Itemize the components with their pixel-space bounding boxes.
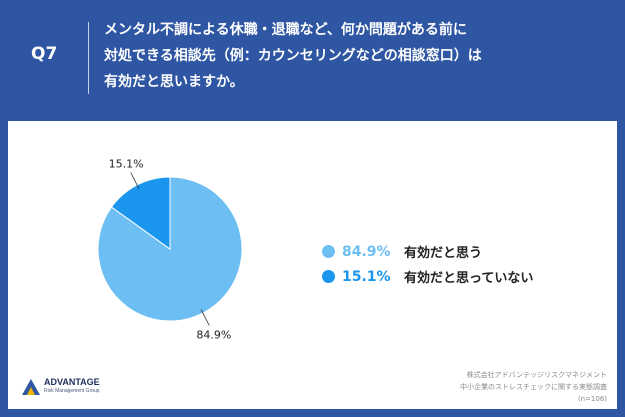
header: Q7 メンタル不調による休職・退職など、何か問題がある前に 対処できる相談先（例… xyxy=(0,0,625,112)
legend-item: 15.1% 有効だと思っていない xyxy=(322,264,533,289)
legend-label: 有効だと思っていない xyxy=(404,271,534,286)
source-line: 株式会社アドバンテッジリスクマネジメント xyxy=(466,371,607,379)
legend: 84.9% 有効だと思う 15.1% 有効だと思っていない xyxy=(322,239,533,289)
question-number: Q7 xyxy=(31,44,58,64)
source-note: 株式会社アドバンテッジリスクマネジメント 中小企業のストレスチェックに関する実態… xyxy=(460,369,607,405)
legend-swatch xyxy=(322,245,335,258)
logo-name: ADVANTAGE xyxy=(44,377,100,387)
legend-item: 84.9% 有効だと思う xyxy=(322,239,533,264)
pie-leader-line xyxy=(130,172,140,189)
question-text: メンタル不調による休職・退職など、何か問題がある前に 対処できる相談先（例：カウ… xyxy=(104,17,609,95)
source-line: (n=106) xyxy=(577,395,607,403)
pie-chart: 84.9% 15.1% xyxy=(97,158,243,341)
question-line: メンタル不調による休職・退職など、何か問題がある前に xyxy=(104,22,467,38)
pie-leader-line xyxy=(200,309,210,326)
pie-data-label: 15.1% xyxy=(109,158,144,171)
question-line: 対処できる相談先（例：カウンセリングなどの相談窓口）は xyxy=(104,48,482,64)
source-line: 中小企業のストレスチェックに関する実態調査 xyxy=(460,383,607,391)
legend-swatch xyxy=(322,270,335,283)
question-line: 有効だと思いますか。 xyxy=(104,74,244,90)
pie-data-label: 84.9% xyxy=(196,328,231,341)
legend-percent: 15.1% xyxy=(342,268,391,285)
header-divider xyxy=(88,22,89,94)
chart-panel: 84.9% 15.1% 84.9% 有効だと思う 15.1% 有効だと思っていない… xyxy=(8,121,617,409)
legend-label: 有効だと思う xyxy=(404,246,483,261)
logo-mark-icon xyxy=(22,379,40,395)
legend-percent: 84.9% xyxy=(342,243,391,260)
logo-subtitle: Risk Management Group xyxy=(44,388,100,394)
